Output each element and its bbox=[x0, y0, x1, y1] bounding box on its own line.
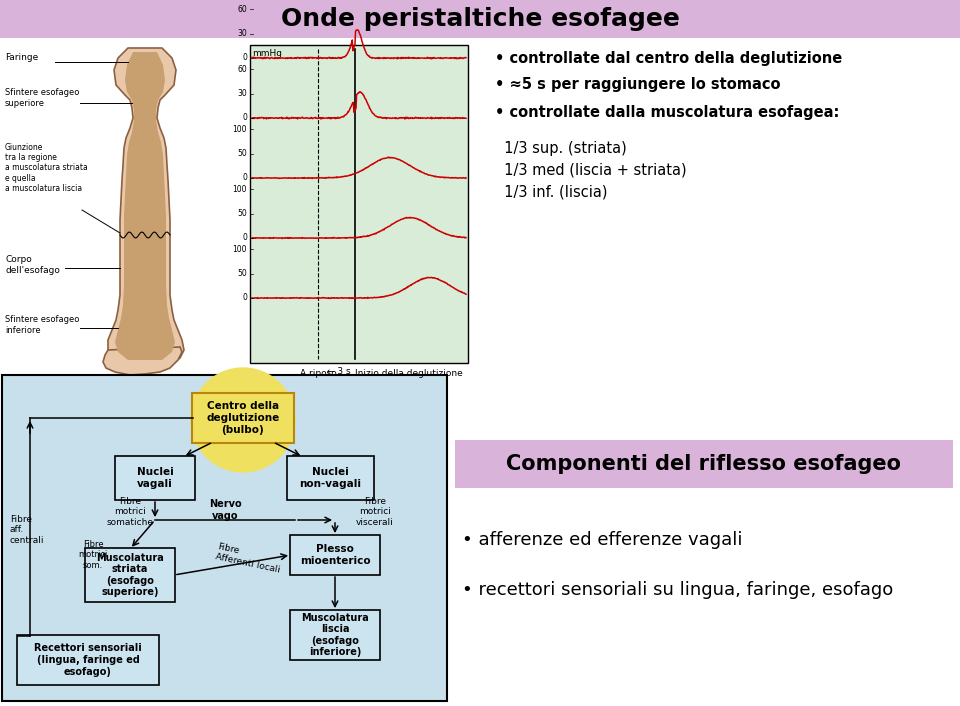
Text: Muscolatura
striata
(esofago
superiore): Muscolatura striata (esofago superiore) bbox=[96, 553, 164, 597]
Text: Corpo
dell'esofago: Corpo dell'esofago bbox=[5, 256, 60, 275]
FancyBboxPatch shape bbox=[290, 535, 380, 575]
Text: 0: 0 bbox=[242, 234, 247, 242]
Text: 0: 0 bbox=[242, 174, 247, 182]
Text: Fibre
motrici
somatiche: Fibre motrici somatiche bbox=[107, 497, 154, 527]
Text: • controllate dal centro della deglutizione: • controllate dal centro della deglutizi… bbox=[495, 51, 842, 66]
Text: 100: 100 bbox=[232, 244, 247, 253]
FancyBboxPatch shape bbox=[2, 375, 447, 701]
Polygon shape bbox=[103, 347, 182, 375]
Text: Fibre
Afferenti locali: Fibre Afferenti locali bbox=[215, 542, 283, 574]
Polygon shape bbox=[115, 52, 175, 360]
FancyBboxPatch shape bbox=[290, 610, 380, 660]
Text: • ≈5 s per raggiungere lo stomaco: • ≈5 s per raggiungere lo stomaco bbox=[495, 78, 780, 92]
Text: Fibre
motrici
viscerali: Fibre motrici viscerali bbox=[356, 497, 394, 527]
Text: Centro della
deglutizione
(bulbo): Centro della deglutizione (bulbo) bbox=[206, 402, 279, 435]
Text: Muscolatura
liscia
(esofago
inferiore): Muscolatura liscia (esofago inferiore) bbox=[301, 613, 369, 657]
Text: 30: 30 bbox=[237, 29, 247, 38]
Text: 50: 50 bbox=[237, 269, 247, 278]
Text: A riposo: A riposo bbox=[300, 369, 336, 378]
Text: 0: 0 bbox=[242, 114, 247, 123]
Text: 50: 50 bbox=[237, 149, 247, 158]
Text: 1/3 sup. (striata): 1/3 sup. (striata) bbox=[495, 140, 627, 155]
Text: Inizio della deglutizione: Inizio della deglutizione bbox=[355, 369, 463, 378]
Text: 50: 50 bbox=[237, 209, 247, 218]
FancyBboxPatch shape bbox=[455, 440, 953, 488]
FancyBboxPatch shape bbox=[286, 456, 373, 500]
FancyBboxPatch shape bbox=[17, 635, 159, 685]
Text: Plesso
mioenterico: Plesso mioenterico bbox=[300, 544, 371, 566]
Text: Onde peristaltiche esofagee: Onde peristaltiche esofagee bbox=[280, 7, 680, 31]
Text: 1/3 inf. (liscia): 1/3 inf. (liscia) bbox=[495, 184, 608, 200]
Text: Sfintere esofageo
inferiore: Sfintere esofageo inferiore bbox=[5, 316, 80, 335]
Text: mmHg: mmHg bbox=[252, 49, 282, 57]
Text: Nuclei
non-vagali: Nuclei non-vagali bbox=[299, 467, 361, 489]
Text: • afferenze ed efferenze vagali: • afferenze ed efferenze vagali bbox=[462, 531, 742, 549]
Text: 1/3 med (liscia + striata): 1/3 med (liscia + striata) bbox=[495, 162, 686, 177]
FancyBboxPatch shape bbox=[250, 45, 468, 363]
Text: 0: 0 bbox=[242, 54, 247, 63]
Text: 100: 100 bbox=[232, 184, 247, 193]
Text: Sfintere esofageo
superiore: Sfintere esofageo superiore bbox=[5, 88, 80, 108]
Circle shape bbox=[191, 368, 295, 472]
Text: 0: 0 bbox=[242, 294, 247, 302]
Text: Componenti del riflesso esofageo: Componenti del riflesso esofageo bbox=[507, 454, 901, 474]
Polygon shape bbox=[108, 48, 184, 367]
Text: Nervo
vago: Nervo vago bbox=[208, 499, 241, 521]
Text: Giunzione
tra la regione
a muscolatura striata
e quella
a muscolatura liscia: Giunzione tra la regione a muscolatura s… bbox=[5, 143, 87, 193]
FancyBboxPatch shape bbox=[115, 456, 195, 500]
Text: Nuclei
vagali: Nuclei vagali bbox=[136, 467, 174, 489]
Text: Recettori sensoriali
(lingua, faringe ed
esofago): Recettori sensoriali (lingua, faringe ed… bbox=[35, 643, 142, 676]
Text: 30: 30 bbox=[237, 89, 247, 98]
Text: 60: 60 bbox=[237, 4, 247, 13]
Text: Fibre
aff.
centrali: Fibre aff. centrali bbox=[10, 515, 44, 545]
FancyBboxPatch shape bbox=[85, 548, 175, 602]
FancyBboxPatch shape bbox=[0, 0, 960, 38]
Text: 60: 60 bbox=[237, 64, 247, 73]
Text: ← 3 s: ← 3 s bbox=[327, 367, 350, 376]
Text: Fibre
motrici
som.: Fibre motrici som. bbox=[79, 540, 108, 570]
Text: • recettori sensoriali su lingua, faringe, esofago: • recettori sensoriali su lingua, faring… bbox=[462, 581, 893, 599]
Text: • controllate dalla muscolatura esofagea:: • controllate dalla muscolatura esofagea… bbox=[495, 104, 839, 119]
Text: Faringe: Faringe bbox=[5, 54, 38, 63]
FancyBboxPatch shape bbox=[192, 393, 294, 443]
Text: 100: 100 bbox=[232, 124, 247, 133]
